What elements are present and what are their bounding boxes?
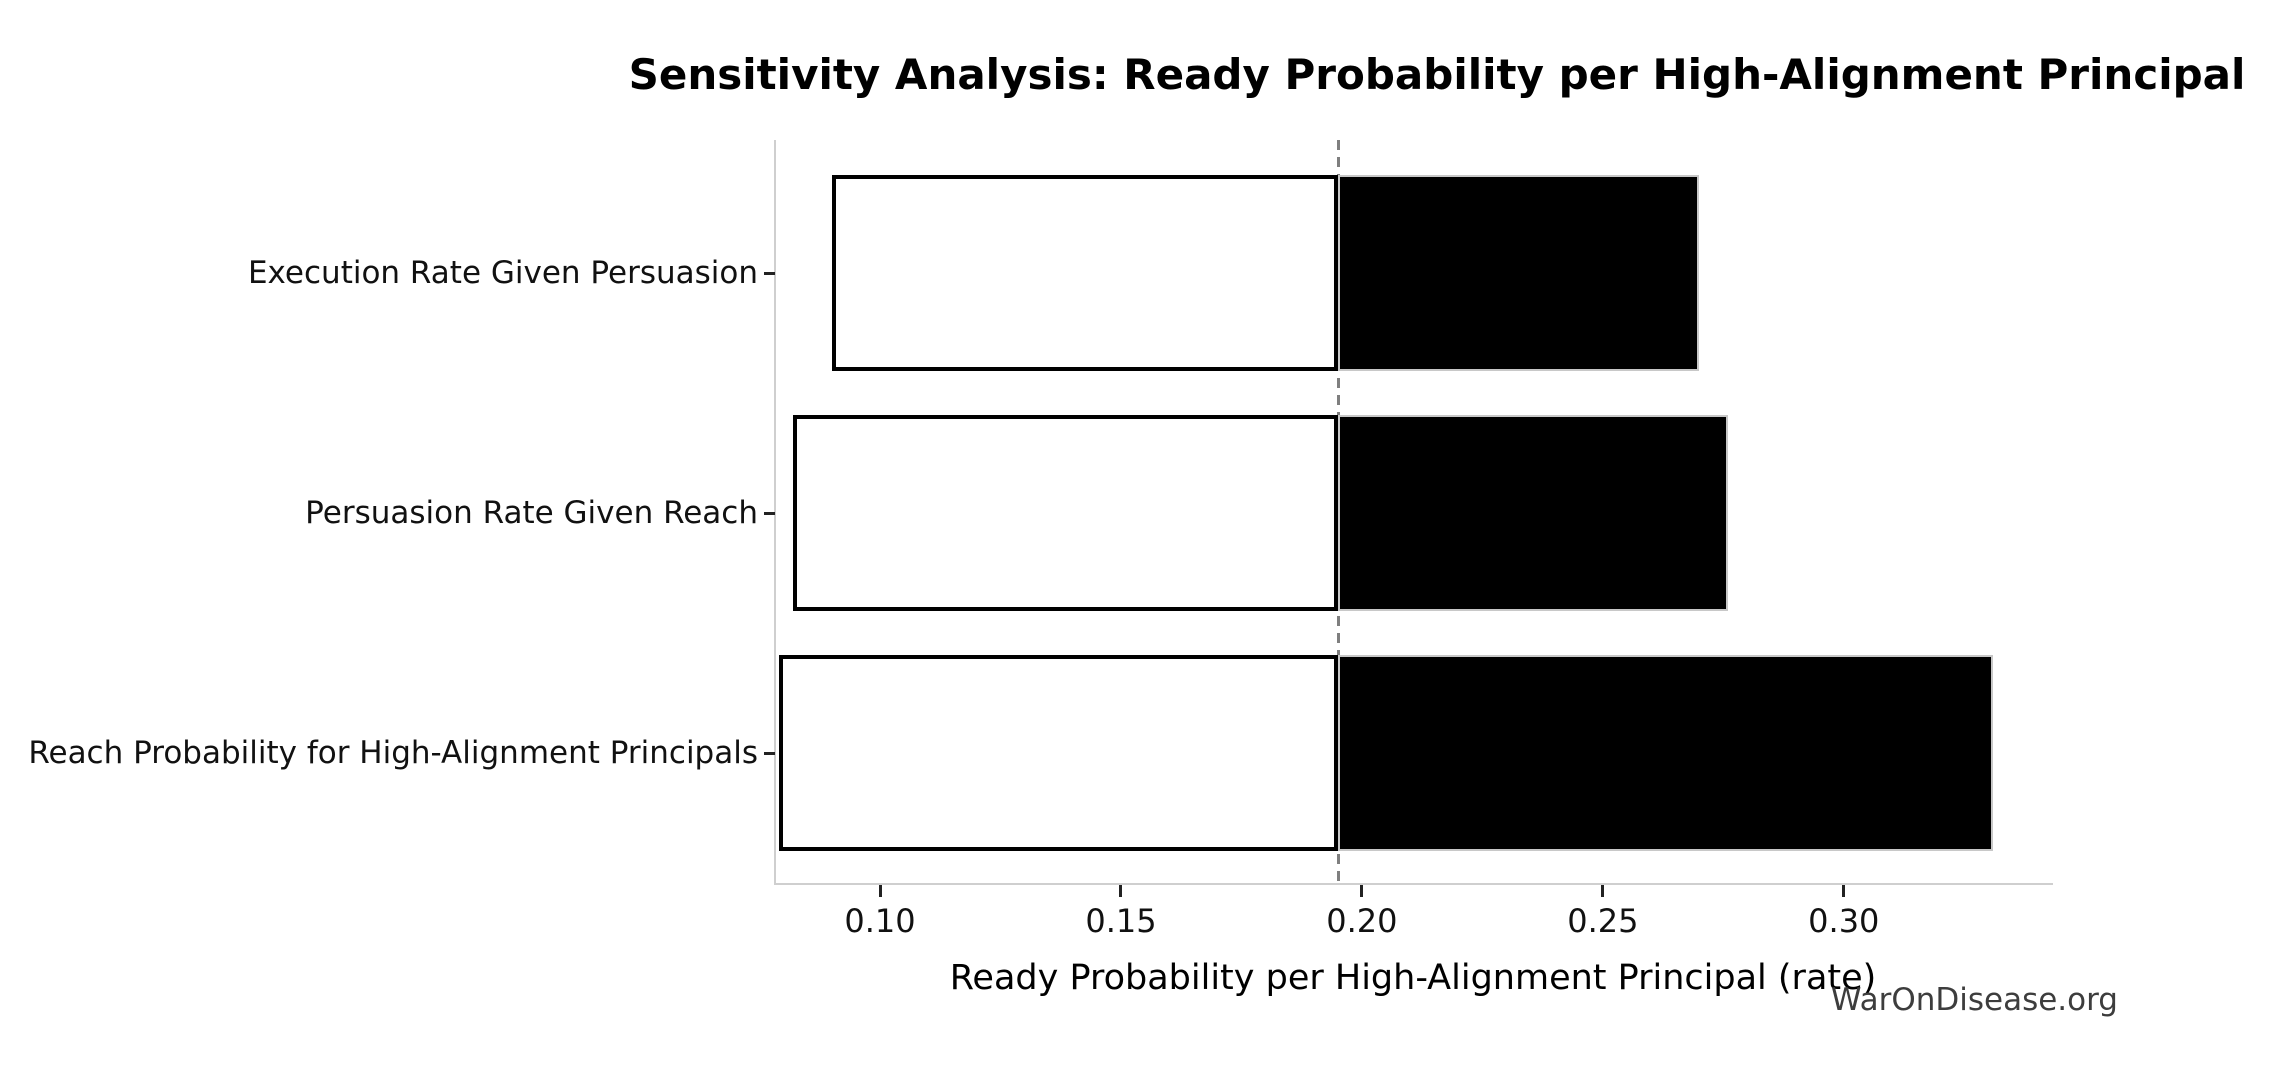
bar-high-segment: [1337, 175, 1700, 371]
x-axis-tick-label: 0.20: [1326, 902, 1398, 940]
y-axis-tick-mark: [764, 271, 775, 275]
plot-area: [774, 140, 2053, 885]
x-axis-tick-mark: [878, 885, 882, 897]
chart-title: Sensitivity Analysis: Ready Probability …: [628, 50, 2246, 99]
x-axis-tick-label: 0.30: [1808, 902, 1880, 940]
x-axis-tick-label: 0.10: [844, 902, 916, 940]
x-axis-label: Ready Probability per High-Alignment Pri…: [949, 958, 1877, 998]
bar-high-segment: [1337, 655, 1994, 851]
bar-high-segment: [1337, 415, 1729, 611]
y-axis-tick-label: Reach Probability for High-Alignment Pri…: [28, 735, 758, 771]
x-axis-tick-mark: [1842, 885, 1846, 897]
tornado-row: [831, 175, 1700, 371]
bar-low-segment: [831, 175, 1338, 371]
tornado-row: [793, 415, 1729, 611]
x-axis-tick-mark: [1119, 885, 1123, 897]
y-axis-tick-mark: [764, 751, 775, 755]
x-axis-tick-label: 0.25: [1567, 902, 1639, 940]
watermark-text: WarOnDisease.org: [1830, 982, 2118, 1018]
x-axis-tick-mark: [1601, 885, 1605, 897]
bar-low-segment: [778, 655, 1338, 851]
y-axis-tick-label: Execution Rate Given Persuasion: [247, 255, 758, 291]
y-axis-tick-mark: [764, 511, 775, 515]
tornado-row: [778, 655, 1994, 851]
x-axis-tick-mark: [1360, 885, 1364, 897]
bar-low-segment: [793, 415, 1338, 611]
y-axis-tick-label: Persuasion Rate Given Reach: [305, 495, 758, 531]
x-axis-tick-label: 0.15: [1085, 902, 1157, 940]
